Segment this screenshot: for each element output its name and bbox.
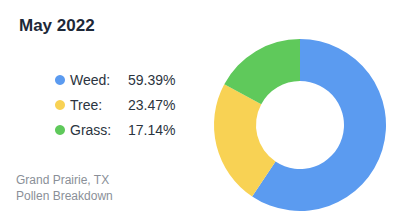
svg-text:May 2022: May 2022 (19, 16, 95, 35)
svg-text:Weed:: Weed: (70, 72, 110, 88)
svg-text:23.47%: 23.47% (128, 97, 175, 113)
svg-text:Tree:: Tree: (70, 97, 102, 113)
svg-text:Grass:: Grass: (70, 122, 111, 138)
svg-text:59.39%: 59.39% (128, 72, 175, 88)
svg-text:Grand Prairie, TX: Grand Prairie, TX (16, 173, 109, 187)
svg-text:Pollen Breakdown: Pollen Breakdown (16, 189, 113, 203)
svg-text:17.14%: 17.14% (128, 122, 175, 138)
